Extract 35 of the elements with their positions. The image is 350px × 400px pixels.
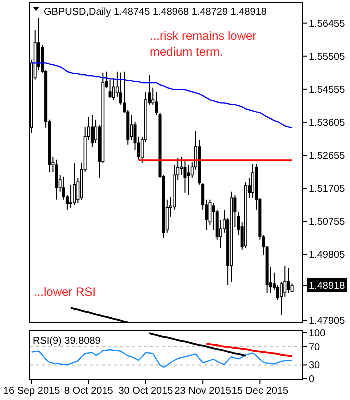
y-tick-label: 1.56455 — [309, 18, 346, 30]
y-tick-label: 1.53605 — [309, 118, 346, 129]
candlestick — [108, 79, 112, 98]
y-tick-label: 30 — [309, 360, 321, 372]
annotation: ...risk remains lower medium term. — [150, 29, 257, 59]
candlestick — [187, 164, 190, 196]
x-tick-label: 30 Oct 2015 — [118, 386, 174, 397]
y-tick-label: 1.50755 — [309, 217, 346, 228]
y-tick-label: 1.54555 — [309, 84, 346, 96]
x-tick-label: 23 Nov 2015 — [174, 386, 232, 397]
y-tick-label: 1.49805 — [309, 250, 346, 262]
candlestick — [73, 162, 76, 206]
candlestick — [252, 164, 255, 199]
candlestick — [287, 268, 290, 294]
y-tick-label: 1.51705 — [309, 184, 346, 196]
chart-title: RSI(9) 39.8089 — [33, 336, 102, 347]
y-tick-label: 100 — [309, 328, 326, 340]
line-series — [31, 62, 293, 128]
annotation: ...lower RSI — [34, 285, 96, 299]
line-series — [206, 343, 294, 358]
candlestick — [55, 159, 58, 200]
y-tick-label: 1.47905 — [309, 316, 346, 328]
candlestick — [184, 159, 187, 194]
candlestick — [130, 114, 134, 141]
y-tick-label: 70 — [309, 342, 321, 354]
chart-title: GBPUSD,Daily 1.48745 1.48968 1.48729 1.48918 — [44, 7, 268, 18]
y-tick-label: 1.55505 — [309, 52, 346, 63]
y-tick-label: 0 — [309, 374, 315, 386]
x-tick-label: 8 Oct 2015 — [64, 386, 114, 397]
y-tick-label: 1.48918 — [309, 281, 346, 292]
y-tick-label: 1.52655 — [309, 151, 346, 162]
x-tick-label: 16 Sep 2015 — [3, 386, 61, 397]
x-tick-label: 15 Dec 2015 — [232, 386, 289, 397]
candlestick — [90, 114, 94, 148]
line-series — [31, 349, 293, 368]
